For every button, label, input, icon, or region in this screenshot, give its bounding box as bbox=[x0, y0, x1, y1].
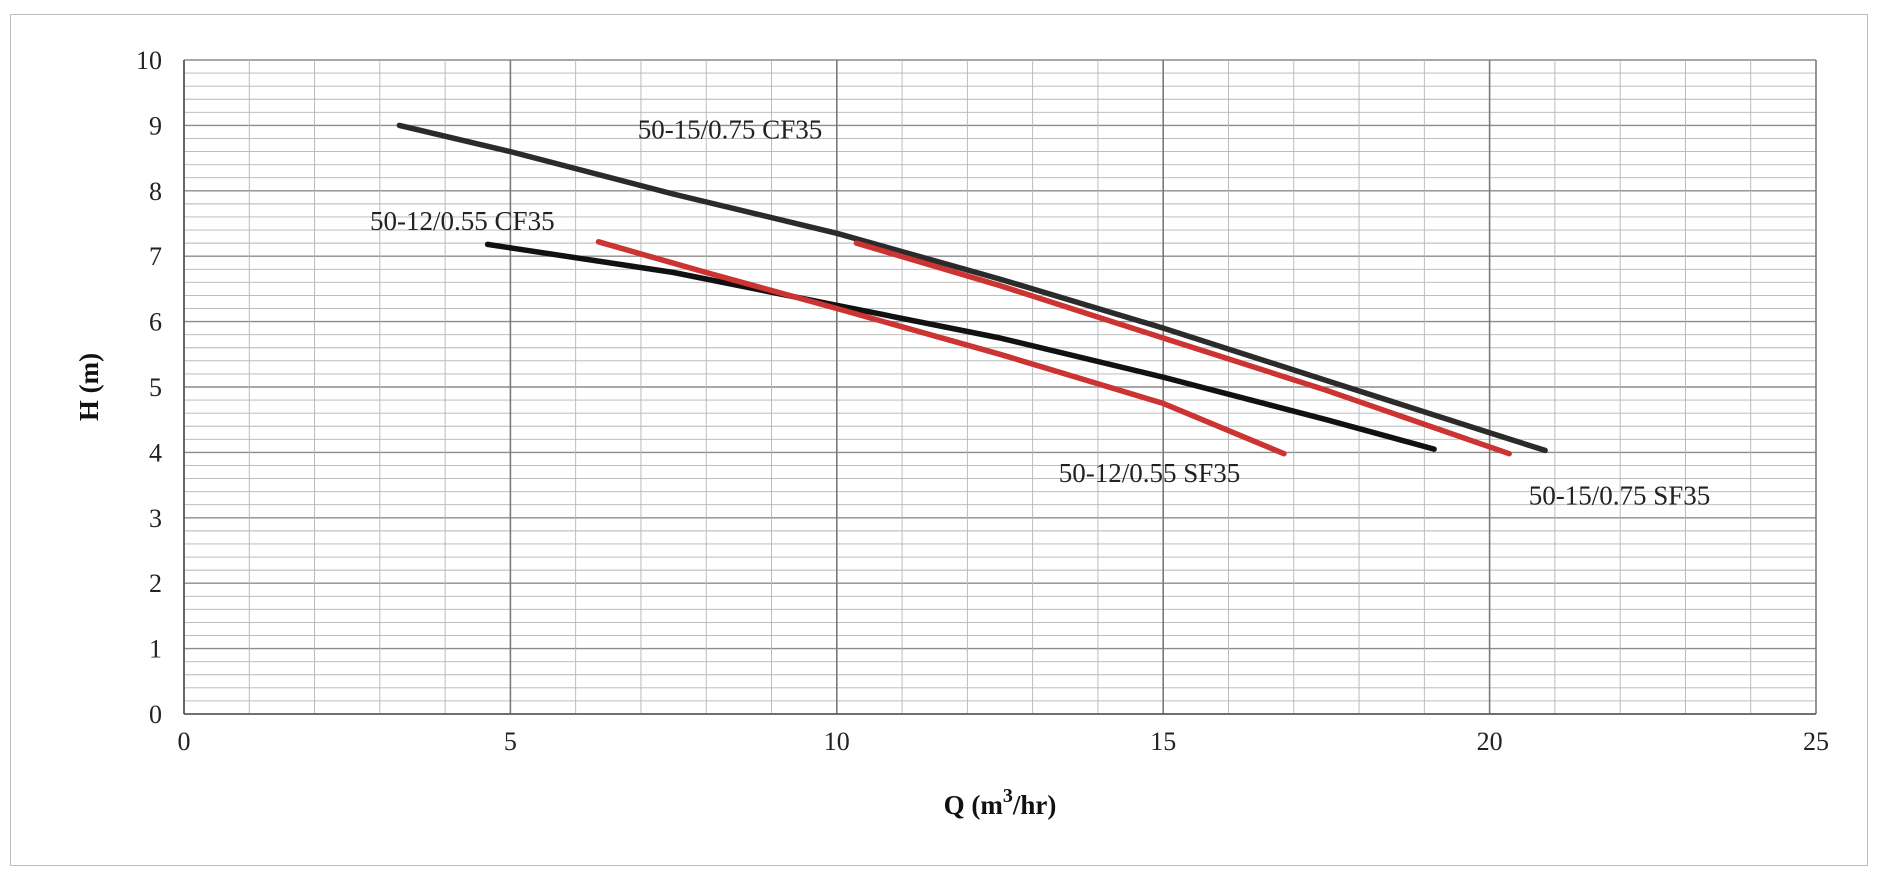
y-tick-label: 2 bbox=[149, 569, 162, 598]
y-tick-label: 3 bbox=[149, 504, 162, 533]
x-tick-label: 10 bbox=[824, 727, 850, 756]
y-tick-label: 4 bbox=[149, 438, 162, 467]
y-tick-label: 10 bbox=[136, 46, 162, 75]
series-line-4 bbox=[853, 240, 1512, 457]
series-line-2 bbox=[484, 241, 1437, 452]
y-tick-label: 6 bbox=[149, 308, 162, 337]
axes: 0 1 2 3 4 5 6 7 8 9 10 0 5 10 15 20 25 bbox=[136, 46, 1829, 756]
y-tick-label: 9 bbox=[149, 111, 162, 140]
x-axis-title: Q (m3/hr) bbox=[944, 785, 1057, 820]
y-tick-label: 8 bbox=[149, 177, 162, 206]
x-tick-label: 25 bbox=[1803, 727, 1829, 756]
axis-titles: Q (m3/hr) H (m) bbox=[74, 353, 1056, 820]
series-line-3 bbox=[595, 239, 1287, 457]
x-tick-label: 5 bbox=[504, 727, 517, 756]
series-label-3: 50-12/0.55 SF35 bbox=[1059, 458, 1241, 488]
x-tick-label: 0 bbox=[178, 727, 191, 756]
grid bbox=[183, 59, 1817, 715]
series-label-4: 50-15/0.75 SF35 bbox=[1529, 481, 1711, 511]
chart-frame bbox=[10, 14, 1868, 866]
series-label-1: 50-15/0.75 CF35 bbox=[638, 114, 823, 144]
series-line-1 bbox=[396, 122, 1548, 454]
series-labels: 50-15/0.75 CF35 50-12/0.55 CF35 50-12/0.55… bbox=[370, 114, 1710, 510]
y-axis-title: H (m) bbox=[74, 353, 104, 421]
series-label-2: 50-12/0.55 CF35 bbox=[370, 206, 555, 236]
y-tick-label: 0 bbox=[149, 700, 162, 729]
x-tick-label: 20 bbox=[1477, 727, 1503, 756]
series-lines bbox=[396, 122, 1548, 457]
x-tick-label: 15 bbox=[1150, 727, 1176, 756]
y-tick-label: 5 bbox=[149, 373, 162, 402]
y-tick-label: 1 bbox=[149, 635, 162, 664]
y-tick-label: 7 bbox=[149, 242, 162, 271]
